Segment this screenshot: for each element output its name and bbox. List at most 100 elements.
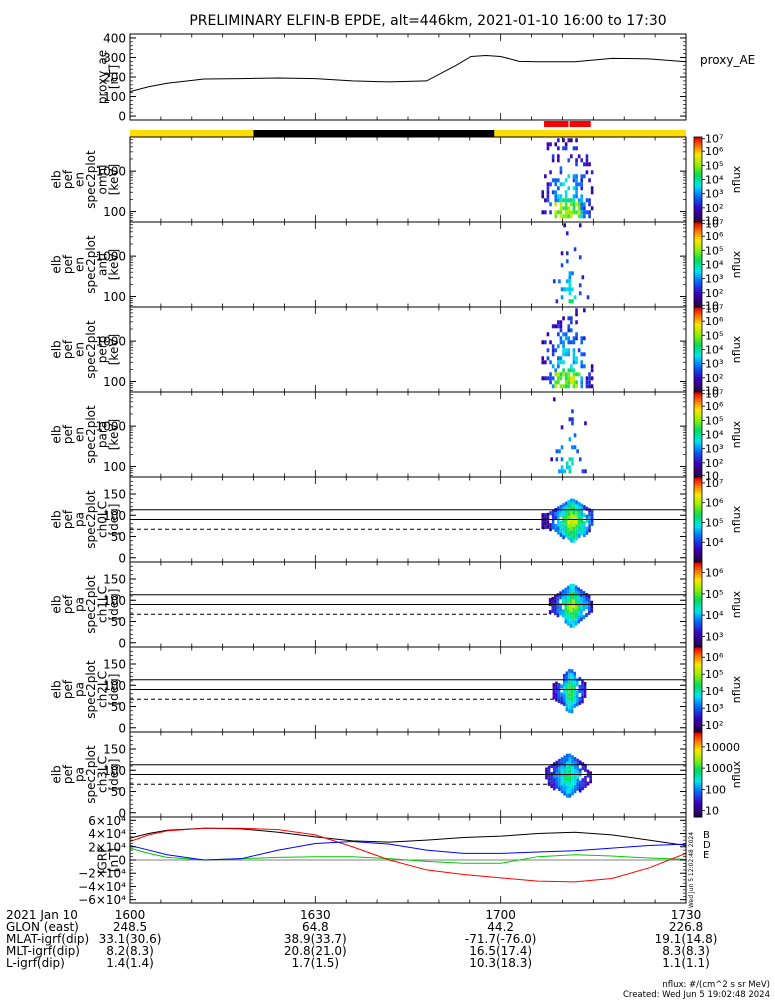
energy-bin [557,320,560,325]
pa-bin [570,705,574,710]
pa-bin [552,782,556,787]
y-axis-label: [keV] [107,334,121,365]
pa-bin [567,504,571,509]
panel-content [552,223,590,304]
panel-omni: 1010²10³10⁴10⁵10⁶10⁷nflux1001000elbpefen… [50,133,744,228]
energy-bin [567,380,571,385]
energy-bin [567,138,571,143]
colorbar-segment [694,768,702,771]
pa-bin [590,608,594,613]
pa-bin [554,611,557,616]
colorbar-segment [694,530,702,533]
colorbar-segment [694,615,702,618]
colorbar-segment [694,549,702,552]
colorbar-segment [694,158,702,161]
pa-bin [568,777,572,782]
energy-bin [575,320,578,325]
pa-bin [560,757,564,762]
colorbar-tick-label: 10³ [705,273,723,286]
colorbar-segment [694,749,702,752]
colorbar-segment [694,143,702,146]
colorbar-segment [694,568,702,571]
colorbar-segment [694,164,702,168]
colorbar-segment [694,188,702,191]
energy-bin [554,372,558,377]
energy-bin [580,206,584,211]
energy-bin [559,166,563,171]
colorbar-segment [694,232,702,236]
energy-bin [557,210,560,215]
energy-bin [546,182,550,187]
pa-bin [583,521,586,526]
colorbar-segment [694,468,702,472]
energy-bin [562,316,565,321]
row-value: 1730 [671,908,702,922]
pa-bin [569,607,573,612]
colorbar-segment [694,772,702,775]
pa-bin [568,781,572,786]
energy-bin [564,376,568,381]
colorbar-segment [694,610,702,614]
pa-bin [575,678,579,683]
pa-bin [564,525,568,530]
colorbar-segment [694,466,702,469]
pa-bin [572,603,575,608]
y-axis-label: pa [73,512,87,527]
colorbar-segment [694,613,702,616]
colorbar-segment [694,785,702,788]
pa-bin [582,607,586,612]
colorbar-segment [694,455,702,459]
energy-bin [567,352,571,357]
pa-bin [567,613,570,618]
energy-bin [571,299,574,304]
y-tick-label: 100 [103,594,126,608]
colorbar-segment [694,258,702,261]
energy-bin [567,376,571,381]
pa-bin [589,771,592,776]
pa-bin [564,607,568,612]
row-value: 248.5 [113,920,147,934]
colorbar-tick-label: 10² [705,372,723,385]
energy-bin [588,198,591,203]
colorbar-label: nflux [730,165,743,193]
colorbar-segment [694,693,702,697]
colorbar-segment [694,542,702,546]
y-axis-label: pef [61,424,75,444]
row-value: 1.7(1.5) [292,956,340,970]
pa-bin [588,520,591,525]
colorbar-segment [694,251,702,255]
y-axis-label: [keV] [107,164,121,195]
energy-bin [563,223,566,228]
colorbar-segment [694,570,702,574]
y-tick-label: −2×10⁴ [78,867,126,881]
energy-bin [590,170,594,175]
energy-bin [554,182,558,187]
energy-bin [575,356,578,361]
colorbar-label: nflux [730,590,743,618]
footer-created: Created: Wed Jun 5 19:02:48 2024 [623,990,770,1000]
pa-bin [567,589,570,594]
colorbar-segment [694,727,702,731]
energy-bin [564,380,568,385]
colorbar-segment [694,179,702,183]
pa-bin [557,682,561,687]
pa-bin [551,604,555,609]
y-tick-label: 0 [118,854,126,868]
pa-bin [574,601,578,606]
colorbar-segment [694,413,702,416]
energy-bin [559,206,563,211]
colorbar-segment [694,581,702,584]
pa-bin [567,532,571,537]
energy-bin [571,457,574,462]
colorbar-segment [694,780,702,784]
y-tick-label: 300 [103,51,126,65]
colorbar-segment [694,447,702,450]
pa-bin [550,764,553,769]
pa-bin [588,512,591,517]
colorbar-segment [694,277,702,280]
colorbar-segment [694,394,702,397]
panel-content [130,54,686,93]
pa-bin [555,768,559,773]
energy-bin [573,445,577,450]
colorbar-segment [694,691,702,695]
